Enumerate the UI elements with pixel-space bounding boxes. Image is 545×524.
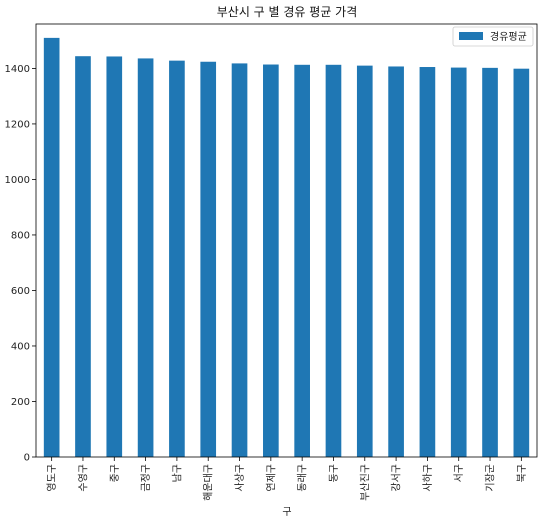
bar-북구 [513, 68, 530, 457]
x-axis-label: 구 [282, 507, 291, 518]
y-tick-label: 1200 [5, 119, 30, 130]
legend-label: 경유평균 [490, 30, 527, 43]
x-tick-label: 사하구 [421, 464, 434, 492]
x-tick-label: 부산진구 [359, 464, 371, 501]
x-tick-label: 영도구 [46, 464, 58, 492]
y-tick-label: 0 [24, 453, 30, 464]
x-tick-label: 기장군 [485, 464, 497, 492]
bar-남구 [169, 60, 185, 457]
y-tick-label: 400 [11, 341, 30, 352]
bar-동래구 [294, 64, 310, 458]
x-tick-label: 동래구 [297, 464, 309, 492]
y-tick-label: 1400 [5, 64, 30, 75]
bar-부산진구 [356, 65, 373, 457]
bar-수영구 [75, 56, 91, 457]
bar-해운대구 [200, 61, 217, 457]
x-tick-label: 동구 [328, 464, 340, 482]
legend-swatch [459, 32, 483, 40]
x-tick-label: 사상구 [234, 464, 246, 492]
x-axis: 영도구 수영구 중구 금정구 남구 해운대구 사상구 연제구 동래구 동구 부산진구 강서구 사하구 서구… [46, 457, 528, 501]
x-tick-label: 연제구 [265, 464, 277, 492]
x-tick-label: 남구 [171, 464, 183, 482]
y-tick-label: 800 [11, 230, 30, 241]
bar-연제구 [263, 64, 279, 458]
y-tick-label: 1000 [5, 175, 30, 186]
legend: 경유평균 [452, 26, 534, 47]
plot-frame [35, 23, 538, 458]
bar-금정구 [137, 58, 154, 458]
bar-기장군 [482, 67, 498, 458]
x-tick-label: 해운대구 [202, 464, 215, 501]
chart-title: 부산시 구 별 경유 평균 가격 [217, 5, 358, 19]
bar-영도구 [43, 37, 60, 457]
legend-box [452, 26, 534, 47]
bar-중구 [106, 56, 123, 457]
x-tick-label: 수영구 [77, 464, 89, 492]
x-tick-label: 금정구 [140, 464, 152, 492]
x-tick-label: 강서구 [391, 464, 403, 492]
y-tick-label: 600 [11, 286, 30, 297]
x-tick-label: 북구 [516, 464, 528, 482]
bar-동구 [325, 64, 342, 458]
bar-사하구 [419, 67, 436, 458]
x-tick-label: 중구 [109, 464, 121, 482]
bar-서구 [450, 67, 467, 457]
y-axis: 0 200 400 600 800 1000 1200 1400 [5, 64, 36, 464]
y-tick-label: 200 [11, 397, 30, 408]
plot-area [43, 37, 530, 458]
bar-강서구 [388, 66, 404, 457]
bar-사상구 [231, 63, 248, 457]
x-tick-label: 서구 [453, 464, 465, 482]
